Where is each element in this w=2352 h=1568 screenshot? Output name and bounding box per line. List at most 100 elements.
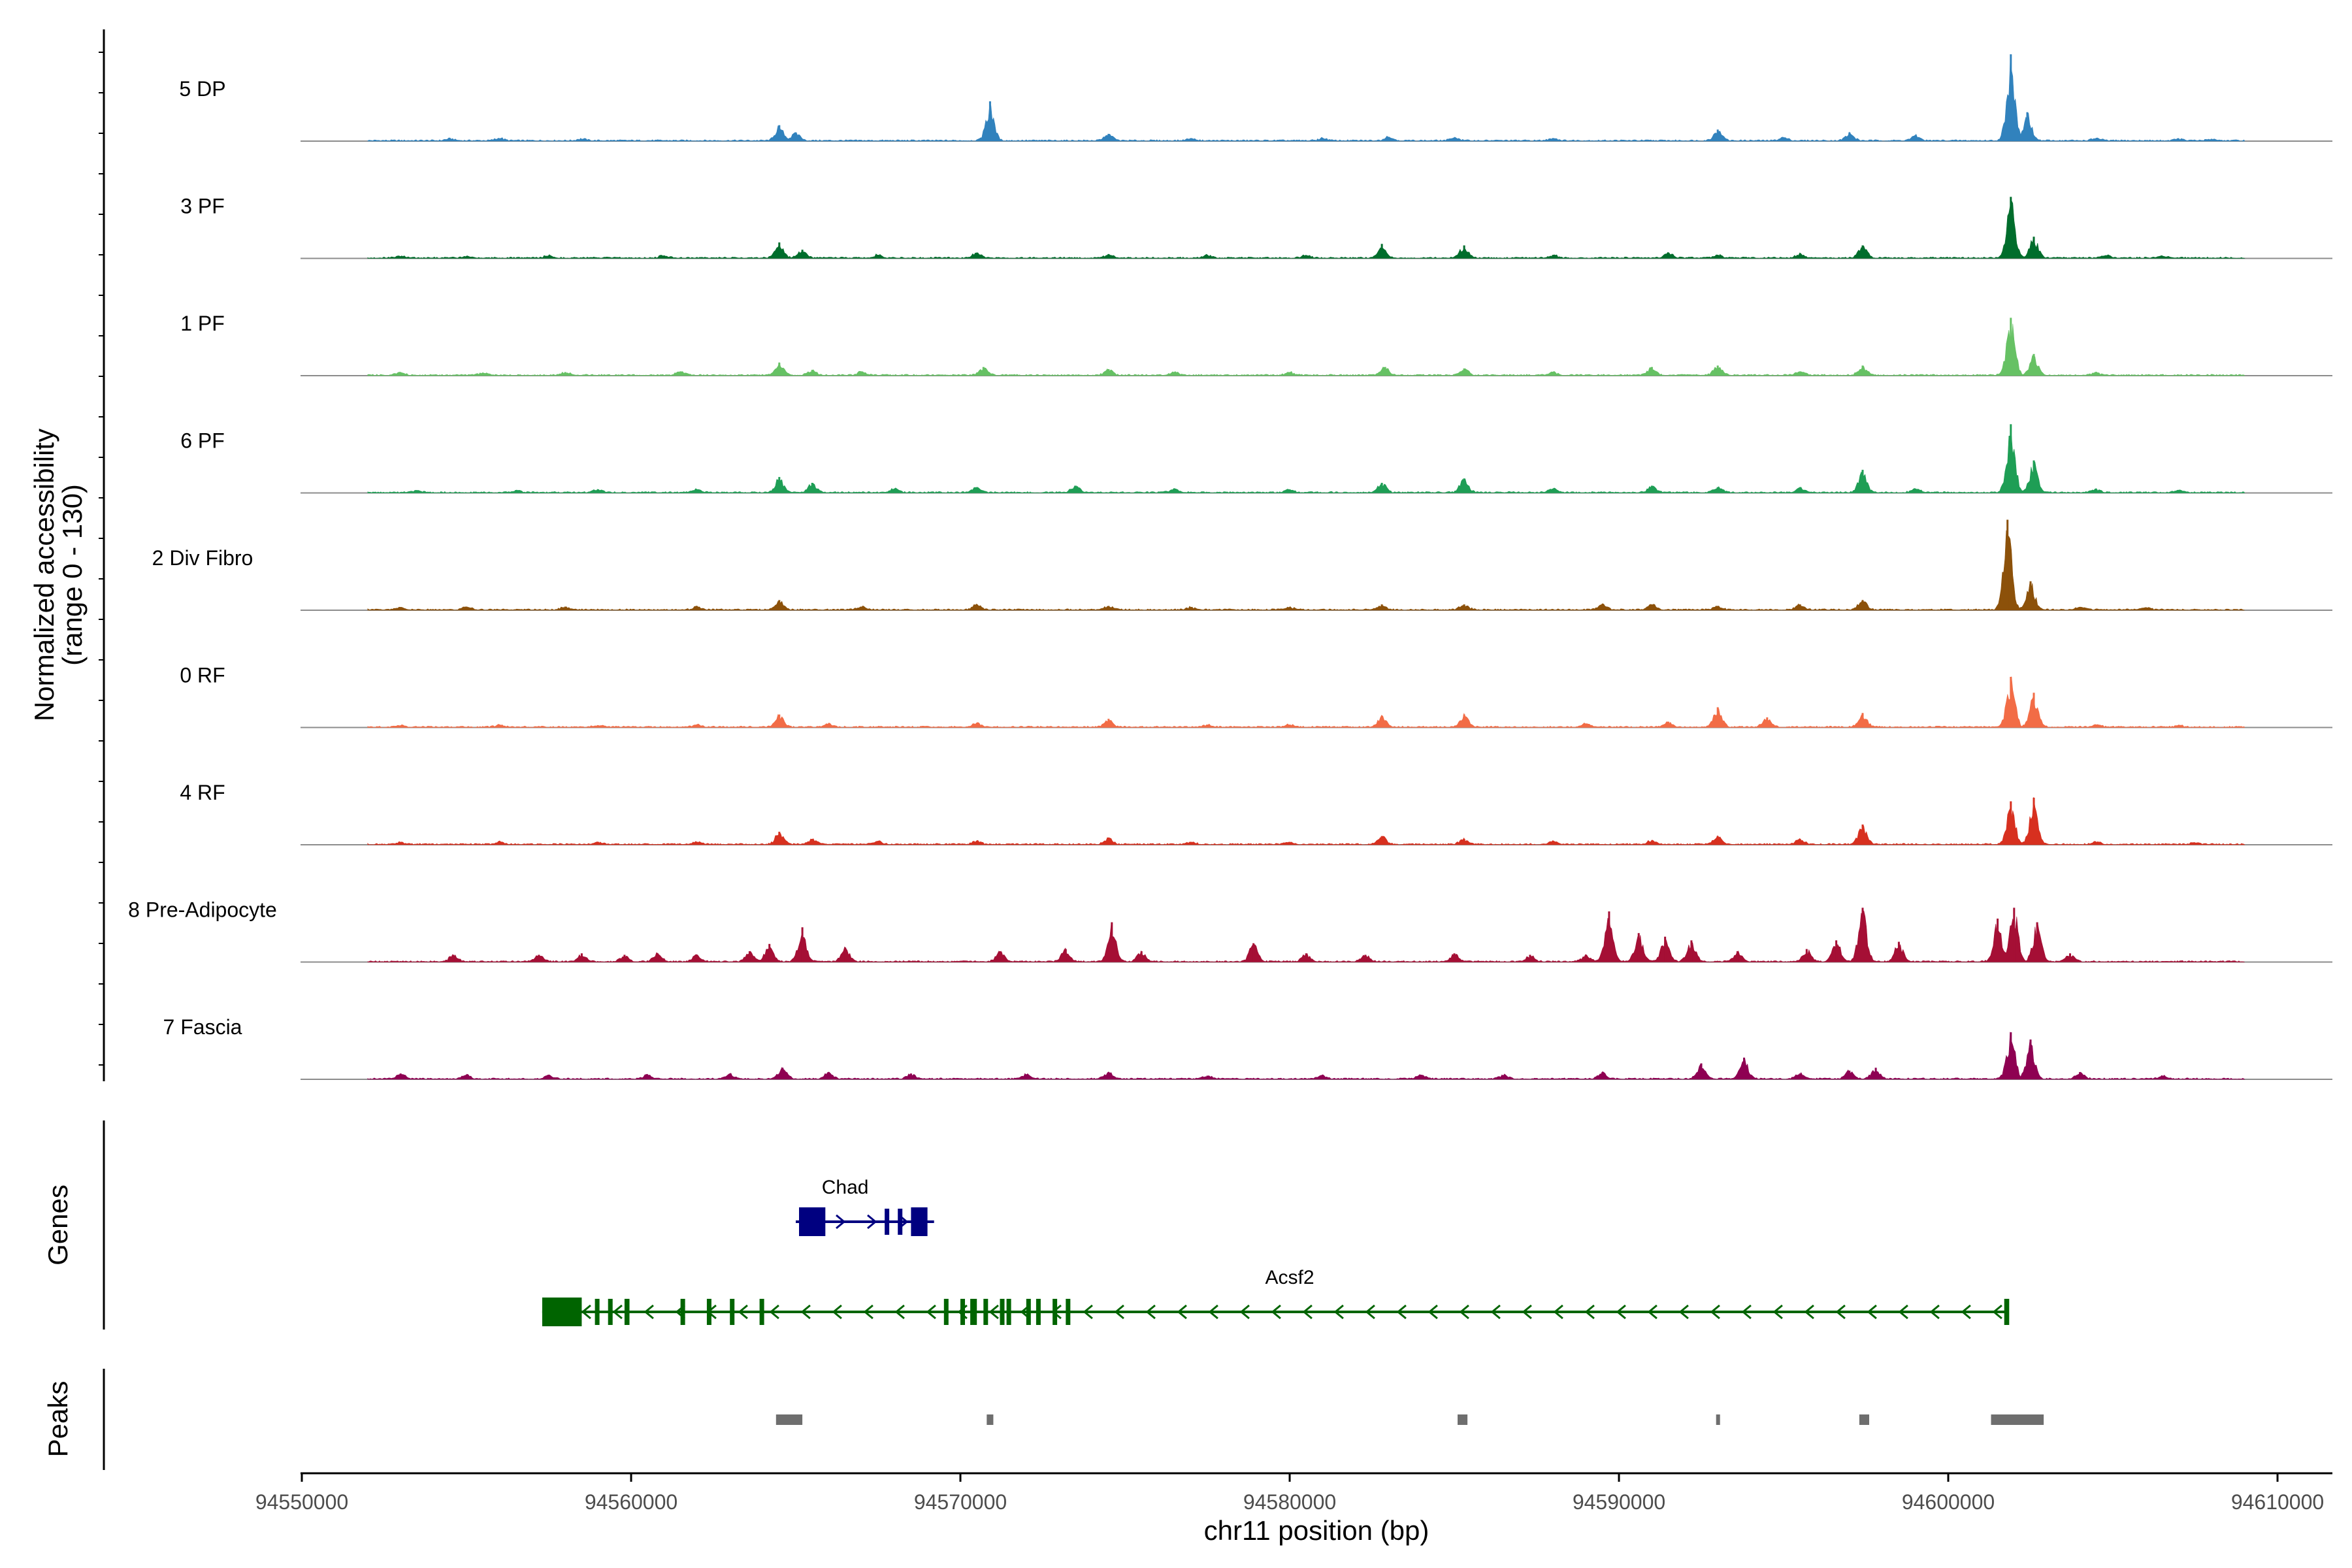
coverage-peak-mark [893, 488, 896, 493]
strand-arrow [1177, 1304, 1187, 1320]
coverage-peak-mark [1364, 955, 1367, 962]
strand-arrow [1616, 1304, 1626, 1320]
coverage-peak-mark [465, 606, 468, 610]
gene-label: Chad [822, 1177, 869, 1198]
coverage-peak-mark [1206, 1075, 1209, 1079]
track-3: 1 PF [180, 312, 2332, 376]
exon [595, 1299, 600, 1325]
genes-panel: Chad Acsf2 [542, 1177, 2010, 1326]
coverage-peak-mark [1743, 1057, 1745, 1079]
coverage-peak-mark [452, 955, 455, 962]
exon [2004, 1299, 2010, 1325]
coverage-peak-mark [1453, 953, 1456, 962]
track-label: 6 PF [180, 429, 225, 453]
exon [608, 1299, 613, 1325]
coverage-peak-mark [1074, 485, 1077, 493]
strand-arrow [1647, 1304, 1658, 1320]
coverage-peak-mark [597, 841, 600, 845]
coverage-peak-mark [1305, 255, 1307, 259]
exon [1066, 1299, 1071, 1325]
coverage-peak-mark [2010, 801, 2012, 845]
track-label: 2 Div Fibro [152, 546, 253, 570]
coverage-peak-mark [1861, 825, 1864, 845]
gene-label: Acsf2 [1265, 1267, 1314, 1288]
coverage-peak-mark [1601, 1071, 1604, 1079]
coverage-peak-mark [1288, 607, 1291, 610]
genes-panel-label: Genes [42, 1184, 73, 1266]
coverage-peak-mark [1716, 255, 1719, 259]
coverage-peak-mark [1107, 369, 1110, 376]
coverage-peak-mark [877, 255, 879, 259]
exon [960, 1299, 965, 1325]
coverage-peak-mark [1861, 365, 1864, 376]
track-label: 4 RF [180, 781, 225, 804]
track-label: 0 RF [180, 664, 225, 687]
coverage-peak-mark [988, 101, 991, 141]
coverage-peak-mark [2095, 372, 2098, 376]
exon [943, 1299, 949, 1325]
coverage-peak-mark [1650, 367, 1653, 376]
coverage-peak-mark [2006, 519, 2009, 610]
coverage-peak-mark [2178, 139, 2180, 141]
exon [911, 1207, 928, 1236]
exon [885, 1209, 890, 1235]
coverage-panel: 5 DP 3 PF 1 PF 6 PF 2 Div Fibro 0 RF 4 RF 8 Pre… [128, 54, 2332, 1080]
coverage-area [367, 435, 2246, 493]
strand-arrow [1083, 1304, 1093, 1320]
strand-arrow [1490, 1304, 1501, 1320]
coverage-peak-mark [1799, 839, 1801, 845]
coverage-peak-mark [827, 724, 830, 728]
strand-arrow [1114, 1304, 1124, 1320]
coverage-peak-mark [1107, 1071, 1110, 1079]
peak-region [776, 1414, 803, 1425]
coverage-peak-mark [1766, 717, 1769, 728]
coverage-peak-mark [1799, 604, 1801, 610]
coverage-peak-mark [1529, 955, 1531, 962]
coverage-peak-mark [975, 604, 978, 610]
strand-arrow [832, 1304, 842, 1320]
coverage-peak-mark [2033, 353, 2035, 376]
coverage-peak-mark [778, 242, 781, 259]
exon [1026, 1299, 1031, 1325]
coverage-peak-mark [1173, 488, 1176, 493]
coverage-peak-mark [1637, 933, 1640, 962]
peak-region [1859, 1414, 1869, 1425]
strand-arrow [1302, 1304, 1313, 1320]
coverage-peak-mark [844, 947, 847, 962]
coverage-peak-mark [465, 256, 468, 259]
coverage-peak-mark [1380, 483, 1383, 493]
coverage-peak-mark [2161, 256, 2164, 259]
coverage-peak-mark [1835, 940, 1838, 962]
coverage-peak-mark [1064, 949, 1067, 962]
coverage-peak-mark [1552, 255, 1554, 259]
coverage-peak-mark [1552, 138, 1554, 141]
coverage-peak-mark [1190, 138, 1192, 141]
x-tick-label: 94560000 [585, 1490, 678, 1514]
strand-arrow [1992, 1304, 2002, 1320]
coverage-peak-mark [498, 725, 500, 728]
coverage-peak-mark [1716, 606, 1719, 610]
coverage-peak-mark [801, 250, 804, 259]
coverage-peak-mark [1861, 600, 1864, 610]
coverage-peak-mark [975, 252, 978, 259]
coverage-peak-mark [498, 841, 500, 845]
strand-arrow [644, 1304, 654, 1320]
coverage-peak-mark [2010, 318, 2012, 376]
strand-arrow [581, 1304, 591, 1320]
coverage-peak-mark [623, 955, 626, 962]
coverage-peak-mark [1107, 719, 1110, 728]
coverage-peak-mark [515, 490, 517, 493]
coverage-peak-mark [1874, 1068, 1877, 1079]
coverage-peak-mark [975, 723, 978, 728]
coverage-peak-mark [1206, 725, 1209, 728]
coverage-peak-mark [748, 951, 751, 962]
exon [1006, 1299, 1011, 1325]
strand-arrow [1208, 1304, 1218, 1320]
strand-arrow [1459, 1304, 1469, 1320]
coverage-area [367, 323, 2246, 376]
track-label: 8 Pre-Adipocyte [128, 898, 277, 922]
strand-arrow [1553, 1304, 1563, 1320]
strand-arrow [769, 1304, 779, 1320]
coverage-peak-mark [794, 132, 797, 141]
coverage-peak-mark [2029, 1039, 2032, 1079]
